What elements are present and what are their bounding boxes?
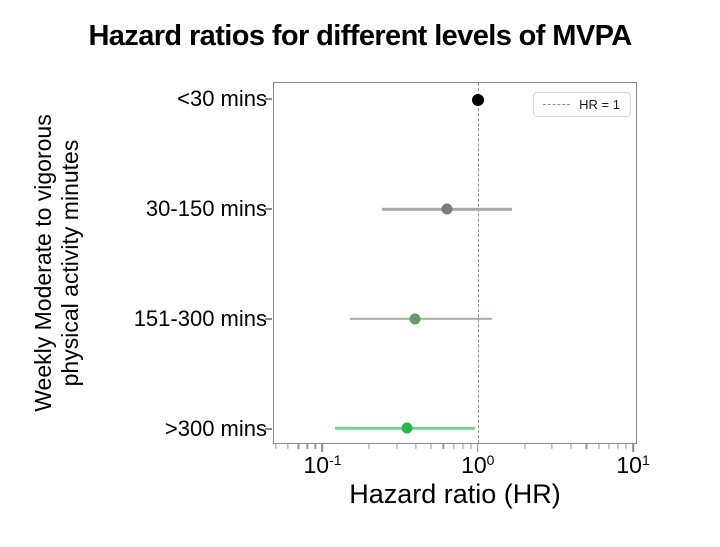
y-category-label: 151-300 mins [133, 306, 267, 332]
y-tick-mark [265, 428, 272, 431]
x-minor-tick-mark [585, 444, 587, 449]
x-tick-label: 10-1 [303, 452, 342, 478]
x-minor-tick-mark [462, 444, 464, 449]
x-minor-tick-mark [470, 444, 472, 449]
y-axis-label-line1: Weekly Moderate to vigorous [30, 114, 56, 412]
x-minor-tick-mark [395, 444, 398, 449]
error-bar [350, 317, 492, 320]
reference-line-hr1 [477, 83, 479, 443]
x-minor-tick-mark [570, 444, 572, 449]
plot-area: HR = 1 [273, 82, 637, 444]
x-axis-label: Hazard ratio (HR) [349, 479, 561, 509]
x-minor-tick-mark [314, 444, 316, 449]
data-point [441, 203, 453, 215]
x-minor-tick-mark [275, 444, 277, 449]
data-point [401, 422, 413, 434]
y-category-label: 30-150 mins [145, 196, 267, 222]
y-axis-label-line2: physical activity minutes [57, 139, 83, 387]
x-minor-tick-mark [430, 444, 432, 449]
x-minor-tick-mark [598, 444, 600, 449]
x-minor-tick-mark [368, 444, 370, 449]
y-tick-mark [265, 208, 272, 211]
data-point [409, 313, 420, 325]
x-minor-tick-mark [608, 444, 610, 449]
x-minor-tick-mark [306, 444, 309, 449]
x-minor-tick-mark [297, 444, 300, 449]
data-point [471, 93, 484, 106]
x-major-tick-mark [321, 444, 324, 452]
x-minor-tick-mark [551, 444, 553, 449]
legend-dashed-line-sample [543, 104, 571, 105]
x-minor-tick-mark [287, 444, 289, 449]
x-tick-label: 100 [461, 452, 495, 478]
x-tick-label: 101 [616, 452, 650, 478]
x-major-tick-mark [632, 444, 634, 452]
legend-box: HR = 1 [533, 92, 631, 117]
x-minor-tick-mark [453, 444, 455, 449]
x-minor-tick-mark [442, 444, 444, 449]
x-minor-tick-mark [523, 444, 526, 449]
chart-title: Hazard ratios for different levels of MV… [88, 20, 632, 52]
x-major-tick-mark [476, 444, 479, 452]
y-category-label: >300 mins [164, 416, 267, 442]
y-category-label: <30 mins [177, 86, 267, 111]
y-tick-mark [265, 98, 272, 100]
y-tick-mark [265, 318, 272, 321]
x-minor-tick-mark [625, 444, 627, 449]
legend-label: HR = 1 [579, 97, 620, 112]
x-minor-tick-mark [617, 444, 619, 449]
x-minor-tick-mark [415, 444, 417, 449]
y-axis-label: Weekly Moderate to vigorous physical act… [30, 53, 84, 473]
